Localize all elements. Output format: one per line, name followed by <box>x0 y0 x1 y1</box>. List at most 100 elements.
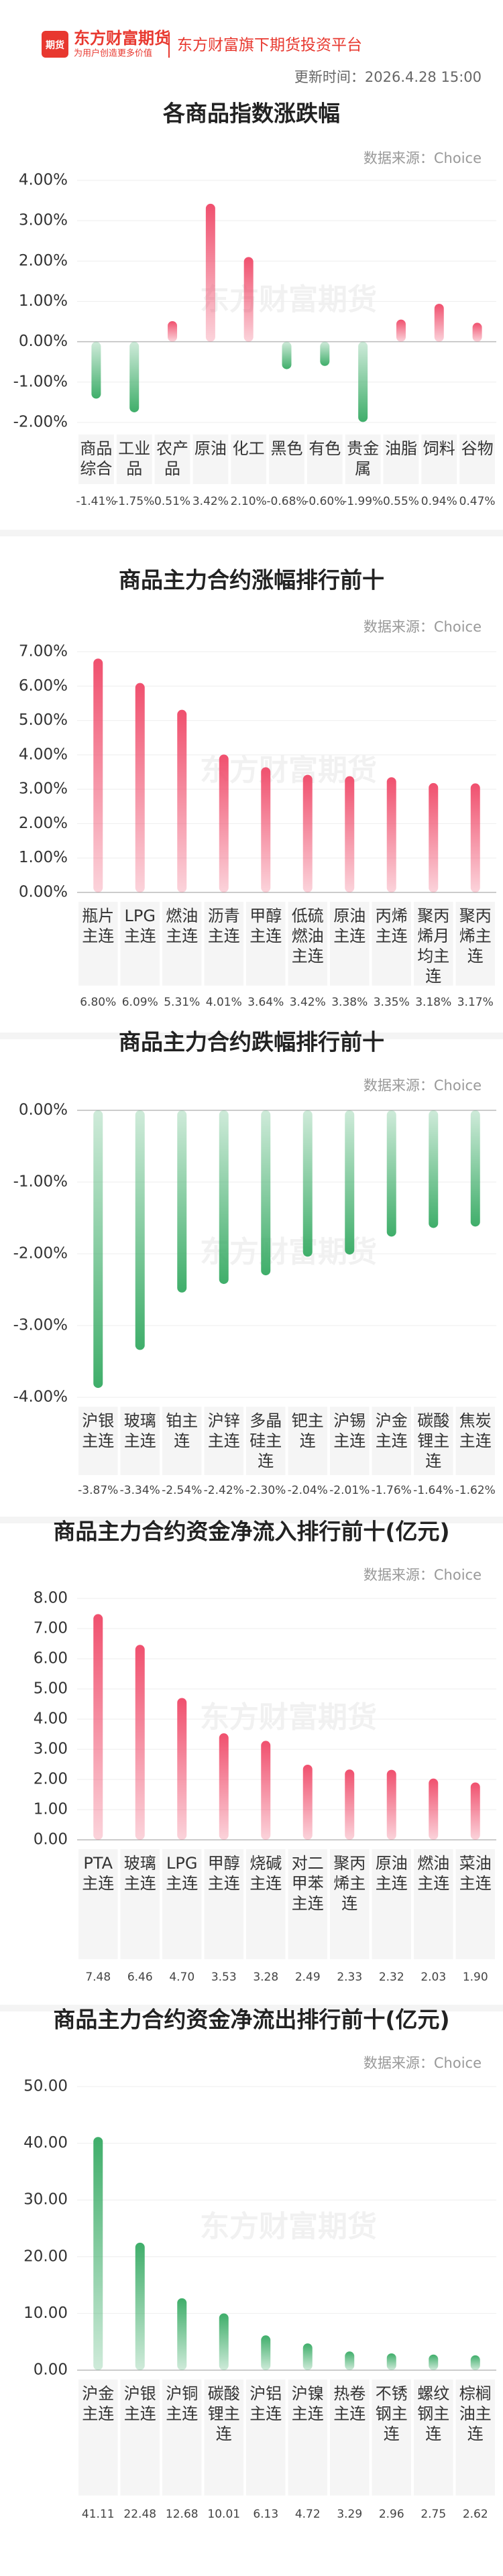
bar <box>470 2355 480 2370</box>
x-tick-label: 沪铜主连 <box>166 2384 198 2423</box>
category-cell <box>455 1849 495 1959</box>
value-label: 6.46 <box>127 1971 153 1984</box>
category-cell <box>120 1407 160 1475</box>
bar <box>135 683 145 892</box>
slogan: 为用户创造更多价值 <box>74 48 152 59</box>
bar <box>177 1110 187 1293</box>
bar <box>472 323 482 342</box>
value-label: 2.96 <box>379 2508 404 2521</box>
bar <box>345 1110 355 1255</box>
bar <box>129 341 139 412</box>
bar <box>168 320 178 342</box>
category-cell <box>204 2380 243 2496</box>
x-tick-label: 原油主连 <box>376 1854 408 1893</box>
category-cell <box>455 1407 495 1475</box>
x-tick-label: 沪镍主连 <box>292 2384 324 2423</box>
category-cell <box>120 2380 160 2496</box>
bar <box>93 1110 103 1389</box>
x-tick-label: 原油 <box>194 439 227 458</box>
category-cell <box>204 1407 243 1475</box>
y-tick-label: 1.00% <box>19 292 68 310</box>
y-tick-label: -2.00% <box>13 1245 68 1263</box>
y-tick-label: 1.00 <box>34 1801 68 1818</box>
data-source: 数据来源：Choice <box>364 150 482 166</box>
category-cell <box>372 1407 411 1475</box>
x-tick-label: 瓶片主连 <box>82 906 114 945</box>
y-tick-label: 40.00 <box>23 2134 68 2152</box>
watermark: 东方财富期货 <box>200 2210 377 2244</box>
value-label: 2.33 <box>337 1971 362 1984</box>
value-label: -3.34% <box>120 1484 160 1497</box>
value-label: -1.62% <box>455 1484 496 1497</box>
category-cell <box>162 1407 202 1475</box>
value-label: 3.29 <box>337 2508 362 2521</box>
value-label: 2.03 <box>421 1971 446 1984</box>
value-label: 41.11 <box>82 2508 115 2521</box>
bar <box>470 1782 480 1840</box>
bar <box>345 2351 355 2370</box>
value-label: 4.72 <box>295 2508 321 2521</box>
category-cell <box>288 1407 327 1475</box>
x-tick-label: 沥青主连 <box>208 906 240 945</box>
y-tick-label: 7.00 <box>34 1620 68 1637</box>
value-label: 3.42% <box>290 996 326 1009</box>
value-label: 4.01% <box>206 996 242 1009</box>
x-tick-label: 甲醇主连 <box>249 906 282 945</box>
y-tick-label: 30.00 <box>23 2191 68 2209</box>
data-source: 数据来源：Choice <box>364 2055 482 2071</box>
x-tick-label: 黑色 <box>271 439 303 458</box>
category-cell <box>414 902 453 986</box>
value-label: 22.48 <box>123 2508 156 2521</box>
category-cell <box>120 902 160 986</box>
x-tick-label: PTA 主连 <box>82 1854 114 1893</box>
chart-title: 商品主力合约跌幅排行前十 <box>119 1029 384 1055</box>
category-cell <box>330 1849 370 1959</box>
category-cell <box>231 434 267 484</box>
chart-title: 商品主力合约资金净流出排行前十(亿元) <box>53 2007 449 2033</box>
chart-title: 商品主力合约涨幅排行前十 <box>119 567 384 593</box>
category-cell <box>78 1407 118 1475</box>
bar <box>434 304 444 342</box>
category-cell <box>455 902 495 986</box>
y-tick-label: 0.00% <box>19 333 68 350</box>
x-tick-label: 农产品 <box>156 439 188 478</box>
value-label: 0.51% <box>154 495 190 508</box>
value-label: 6.80% <box>80 996 116 1009</box>
x-tick-label: 燃油主连 <box>417 1854 449 1893</box>
value-label: 3.42% <box>192 495 229 508</box>
bar <box>470 1110 480 1227</box>
value-label: 2.49 <box>295 1971 321 1984</box>
value-label: -2.04% <box>288 1484 328 1497</box>
y-tick-label: 3.00% <box>19 780 68 798</box>
category-cell <box>288 1849 327 1959</box>
bar <box>396 319 406 342</box>
value-label: -2.42% <box>204 1484 244 1497</box>
value-label: -1.76% <box>372 1484 412 1497</box>
bar <box>177 709 187 892</box>
bar <box>320 341 330 366</box>
x-tick-label: LPG 主连 <box>124 906 156 945</box>
section-separator <box>0 1517 503 1523</box>
x-tick-label: 菜油主连 <box>459 1854 492 1893</box>
bar <box>219 1733 229 1840</box>
category-cell <box>246 1407 286 1475</box>
bar <box>429 782 439 892</box>
bar <box>93 1614 103 1840</box>
bar <box>91 341 101 399</box>
x-tick-label: 玻璃主连 <box>124 1411 156 1450</box>
bar <box>219 2313 229 2370</box>
section-separator <box>0 1033 503 1039</box>
x-tick-label: 化工 <box>233 439 265 458</box>
y-tick-label: 7.00% <box>19 643 68 660</box>
category-cell <box>120 1849 160 1959</box>
x-tick-label: 沪铝主连 <box>249 2384 282 2423</box>
value-label: 3.28 <box>253 1971 278 1984</box>
bar <box>177 2298 187 2370</box>
bar <box>261 2335 271 2370</box>
value-label: 5.31% <box>164 996 200 1009</box>
bar <box>429 2354 439 2370</box>
category-cell <box>204 902 243 986</box>
bar <box>219 754 229 892</box>
